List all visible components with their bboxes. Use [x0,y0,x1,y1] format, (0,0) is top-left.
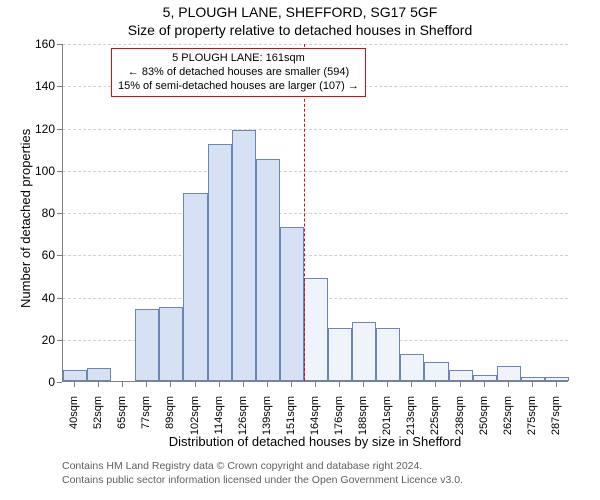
x-tick-mark [387,382,388,387]
x-tick-label: 225sqm [429,396,441,446]
y-tick-mark [57,340,62,341]
histogram-bar [521,377,545,381]
x-tick-mark [556,382,557,387]
gridline [63,44,568,45]
histogram-bar [208,144,232,381]
x-tick-label: 201sqm [381,396,393,446]
x-tick-label: 188sqm [357,396,369,446]
x-tick-mark [363,382,364,387]
histogram-bar [545,377,569,381]
x-tick-label: 151sqm [285,396,297,446]
x-tick-mark [219,382,220,387]
histogram-bar [473,375,497,381]
gridline [63,213,568,214]
x-tick-label: 213sqm [405,396,417,446]
page-title-subtitle: Size of property relative to detached ho… [0,22,600,38]
histogram-plot-area: 5 PLOUGH LANE: 161sqm← 83% of detached h… [62,44,568,382]
histogram-bar [232,130,256,381]
x-tick-label: 176sqm [333,396,345,446]
histogram-bar [497,366,521,381]
x-tick-label: 164sqm [309,396,321,446]
y-tick-mark [57,298,62,299]
callout-line: 5 PLOUGH LANE: 161sqm [118,52,359,66]
x-tick-label: 102sqm [189,396,201,446]
x-tick-mark [508,382,509,387]
x-tick-mark [74,382,75,387]
y-tick-label: 120 [27,123,55,135]
y-tick-label: 40 [27,292,55,304]
histogram-bar [87,368,111,381]
x-tick-label: 40sqm [68,396,80,446]
property-size-callout: 5 PLOUGH LANE: 161sqm← 83% of detached h… [111,48,366,97]
callout-line: 15% of semi-detached houses are larger (… [118,80,359,94]
y-tick-mark [57,129,62,130]
x-tick-mark [315,382,316,387]
y-tick-mark [57,382,62,383]
x-tick-label: 126sqm [237,396,249,446]
y-tick-label: 140 [27,80,55,92]
callout-line: ← 83% of detached houses are smaller (59… [118,66,359,80]
x-tick-mark [339,382,340,387]
page-title-address: 5, PLOUGH LANE, SHEFFORD, SG17 5GF [0,4,600,20]
footer-attribution: Contains HM Land Registry data © Crown c… [62,460,463,487]
x-tick-mark [435,382,436,387]
histogram-bar [376,328,400,381]
x-tick-mark [532,382,533,387]
x-tick-mark [411,382,412,387]
y-tick-label: 100 [27,165,55,177]
x-tick-mark [98,382,99,387]
x-tick-mark [243,382,244,387]
x-tick-label: 250sqm [478,396,490,446]
y-tick-label: 60 [27,249,55,261]
gridline [63,171,568,172]
y-tick-mark [57,213,62,214]
histogram-bar [280,227,304,381]
histogram-bar [256,159,280,381]
footer-line-2: Contains public sector information licen… [62,474,463,488]
y-tick-label: 20 [27,334,55,346]
x-tick-label: 89sqm [164,396,176,446]
histogram-bar [352,322,376,381]
histogram-bar [63,370,87,381]
histogram-bar [304,278,328,382]
y-tick-mark [57,86,62,87]
x-tick-label: 238sqm [454,396,466,446]
x-tick-label: 52sqm [92,396,104,446]
x-tick-label: 262sqm [502,396,514,446]
x-tick-mark [484,382,485,387]
x-tick-mark [267,382,268,387]
x-tick-label: 287sqm [550,396,562,446]
y-tick-label: 0 [27,376,55,388]
y-tick-mark [57,171,62,172]
x-tick-label: 114sqm [213,396,225,446]
x-tick-mark [122,382,123,387]
x-tick-label: 65sqm [116,396,128,446]
y-tick-label: 80 [27,207,55,219]
y-tick-mark [57,44,62,45]
x-tick-label: 275sqm [526,396,538,446]
histogram-bar [400,354,424,381]
y-tick-label: 160 [27,38,55,50]
footer-line-1: Contains HM Land Registry data © Crown c… [62,460,463,474]
gridline [63,255,568,256]
x-tick-mark [460,382,461,387]
x-tick-mark [170,382,171,387]
histogram-bar [183,193,207,381]
x-tick-mark [146,382,147,387]
histogram-bar [328,328,352,381]
histogram-bar [449,370,473,381]
histogram-bar [159,307,183,381]
histogram-bar [424,362,448,381]
x-tick-label: 139sqm [261,396,273,446]
x-tick-label: 77sqm [140,396,152,446]
x-tick-mark [195,382,196,387]
x-tick-mark [291,382,292,387]
gridline [63,129,568,130]
histogram-bar [135,309,159,381]
y-tick-mark [57,255,62,256]
